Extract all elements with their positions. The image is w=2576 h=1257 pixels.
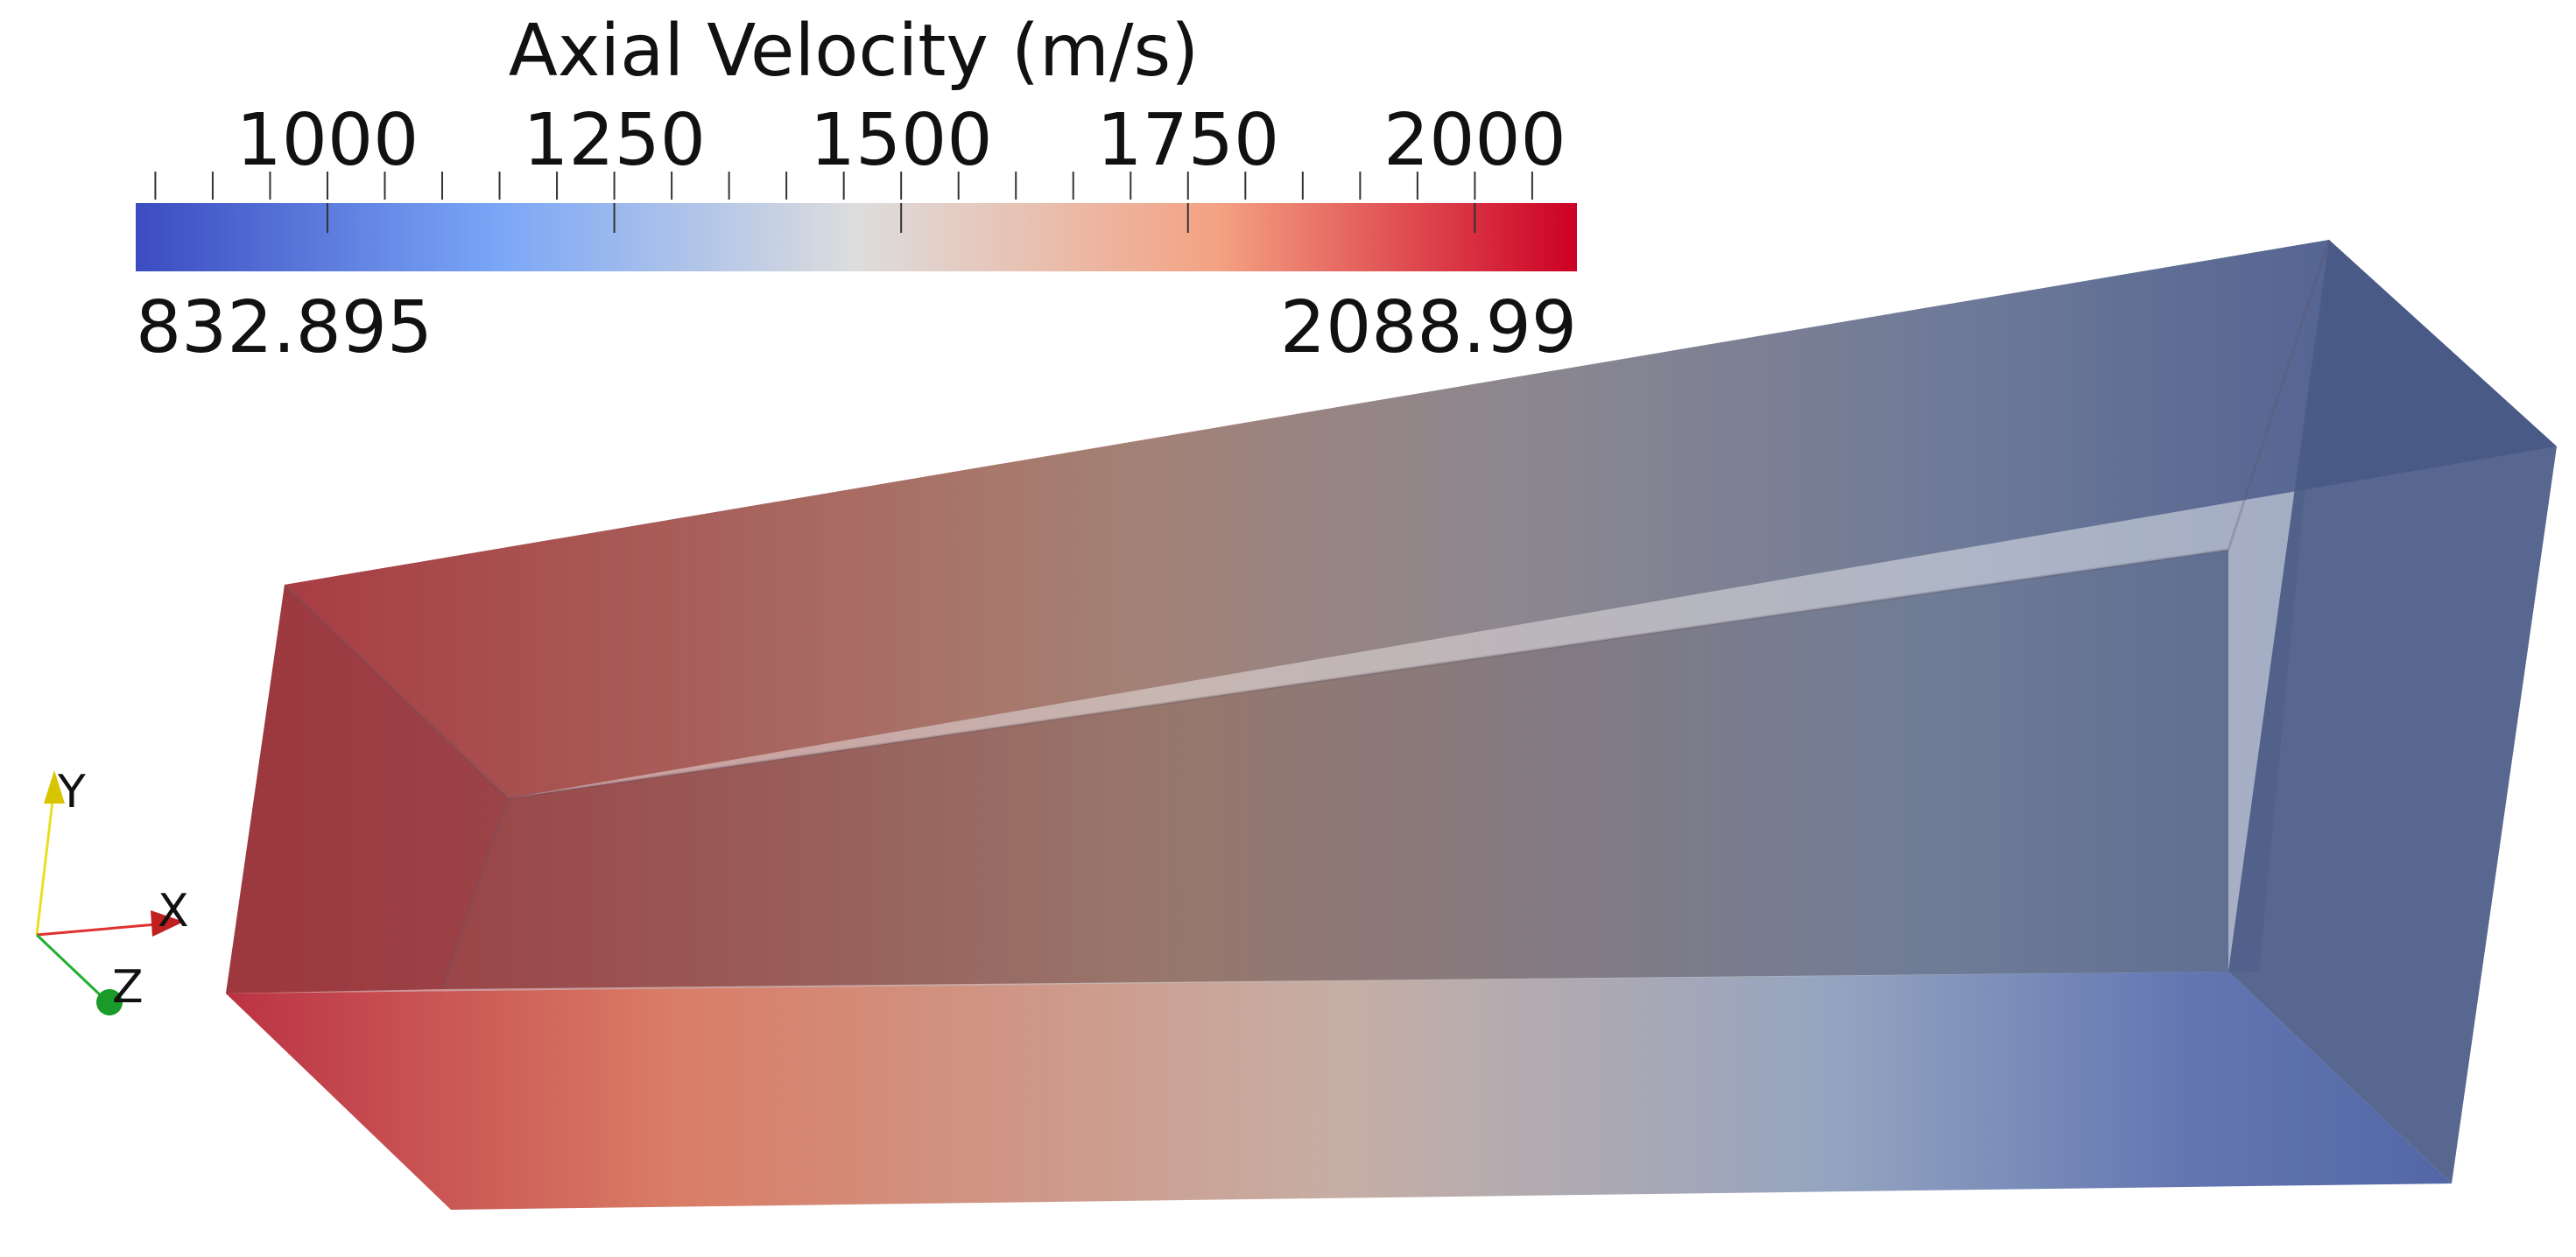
volume-front-face — [226, 240, 2329, 994]
legend-color-bar — [136, 203, 1577, 271]
legend-tick-label: 1250 — [523, 99, 706, 182]
velocity-volume[interactable] — [226, 239, 2557, 1210]
z-axis-label: Z — [112, 961, 144, 1014]
x-axis-label: X — [158, 885, 189, 937]
z-axis-line — [35, 933, 107, 1001]
legend-tick-labels: 1000 1250 1500 1750 2000 — [236, 99, 1566, 182]
legend-title: Axial Velocity (m/s) — [509, 10, 1199, 93]
x-axis-line — [36, 922, 167, 937]
volume-right-face — [2228, 240, 2557, 1183]
legend-tick-label: 1000 — [236, 99, 419, 182]
legend-tick-marks — [154, 172, 1533, 200]
z-axis-arrow-icon — [96, 989, 123, 1015]
color-legend: Axial Velocity (m/s) 1000 1250 1500 1750 200… — [136, 10, 1577, 369]
legend-max-label: 2088.99 — [1280, 286, 1577, 369]
y-axis-arrow-icon — [44, 770, 65, 804]
legend-min-label: 832.895 — [136, 286, 433, 369]
legend-major-ticks — [326, 203, 1476, 233]
legend-tick-label: 1500 — [810, 99, 993, 182]
legend-tick-label: 2000 — [1383, 99, 1566, 182]
legend-tick-label: 1750 — [1096, 99, 1279, 182]
volume-edges — [283, 239, 2331, 990]
volume-bottom-face — [226, 972, 2452, 1210]
x-axis-arrow-icon — [151, 910, 184, 937]
orientation-axes[interactable]: Y X Z — [35, 766, 189, 1015]
y-axis-label: Y — [57, 766, 86, 818]
y-axis-line — [35, 785, 56, 936]
